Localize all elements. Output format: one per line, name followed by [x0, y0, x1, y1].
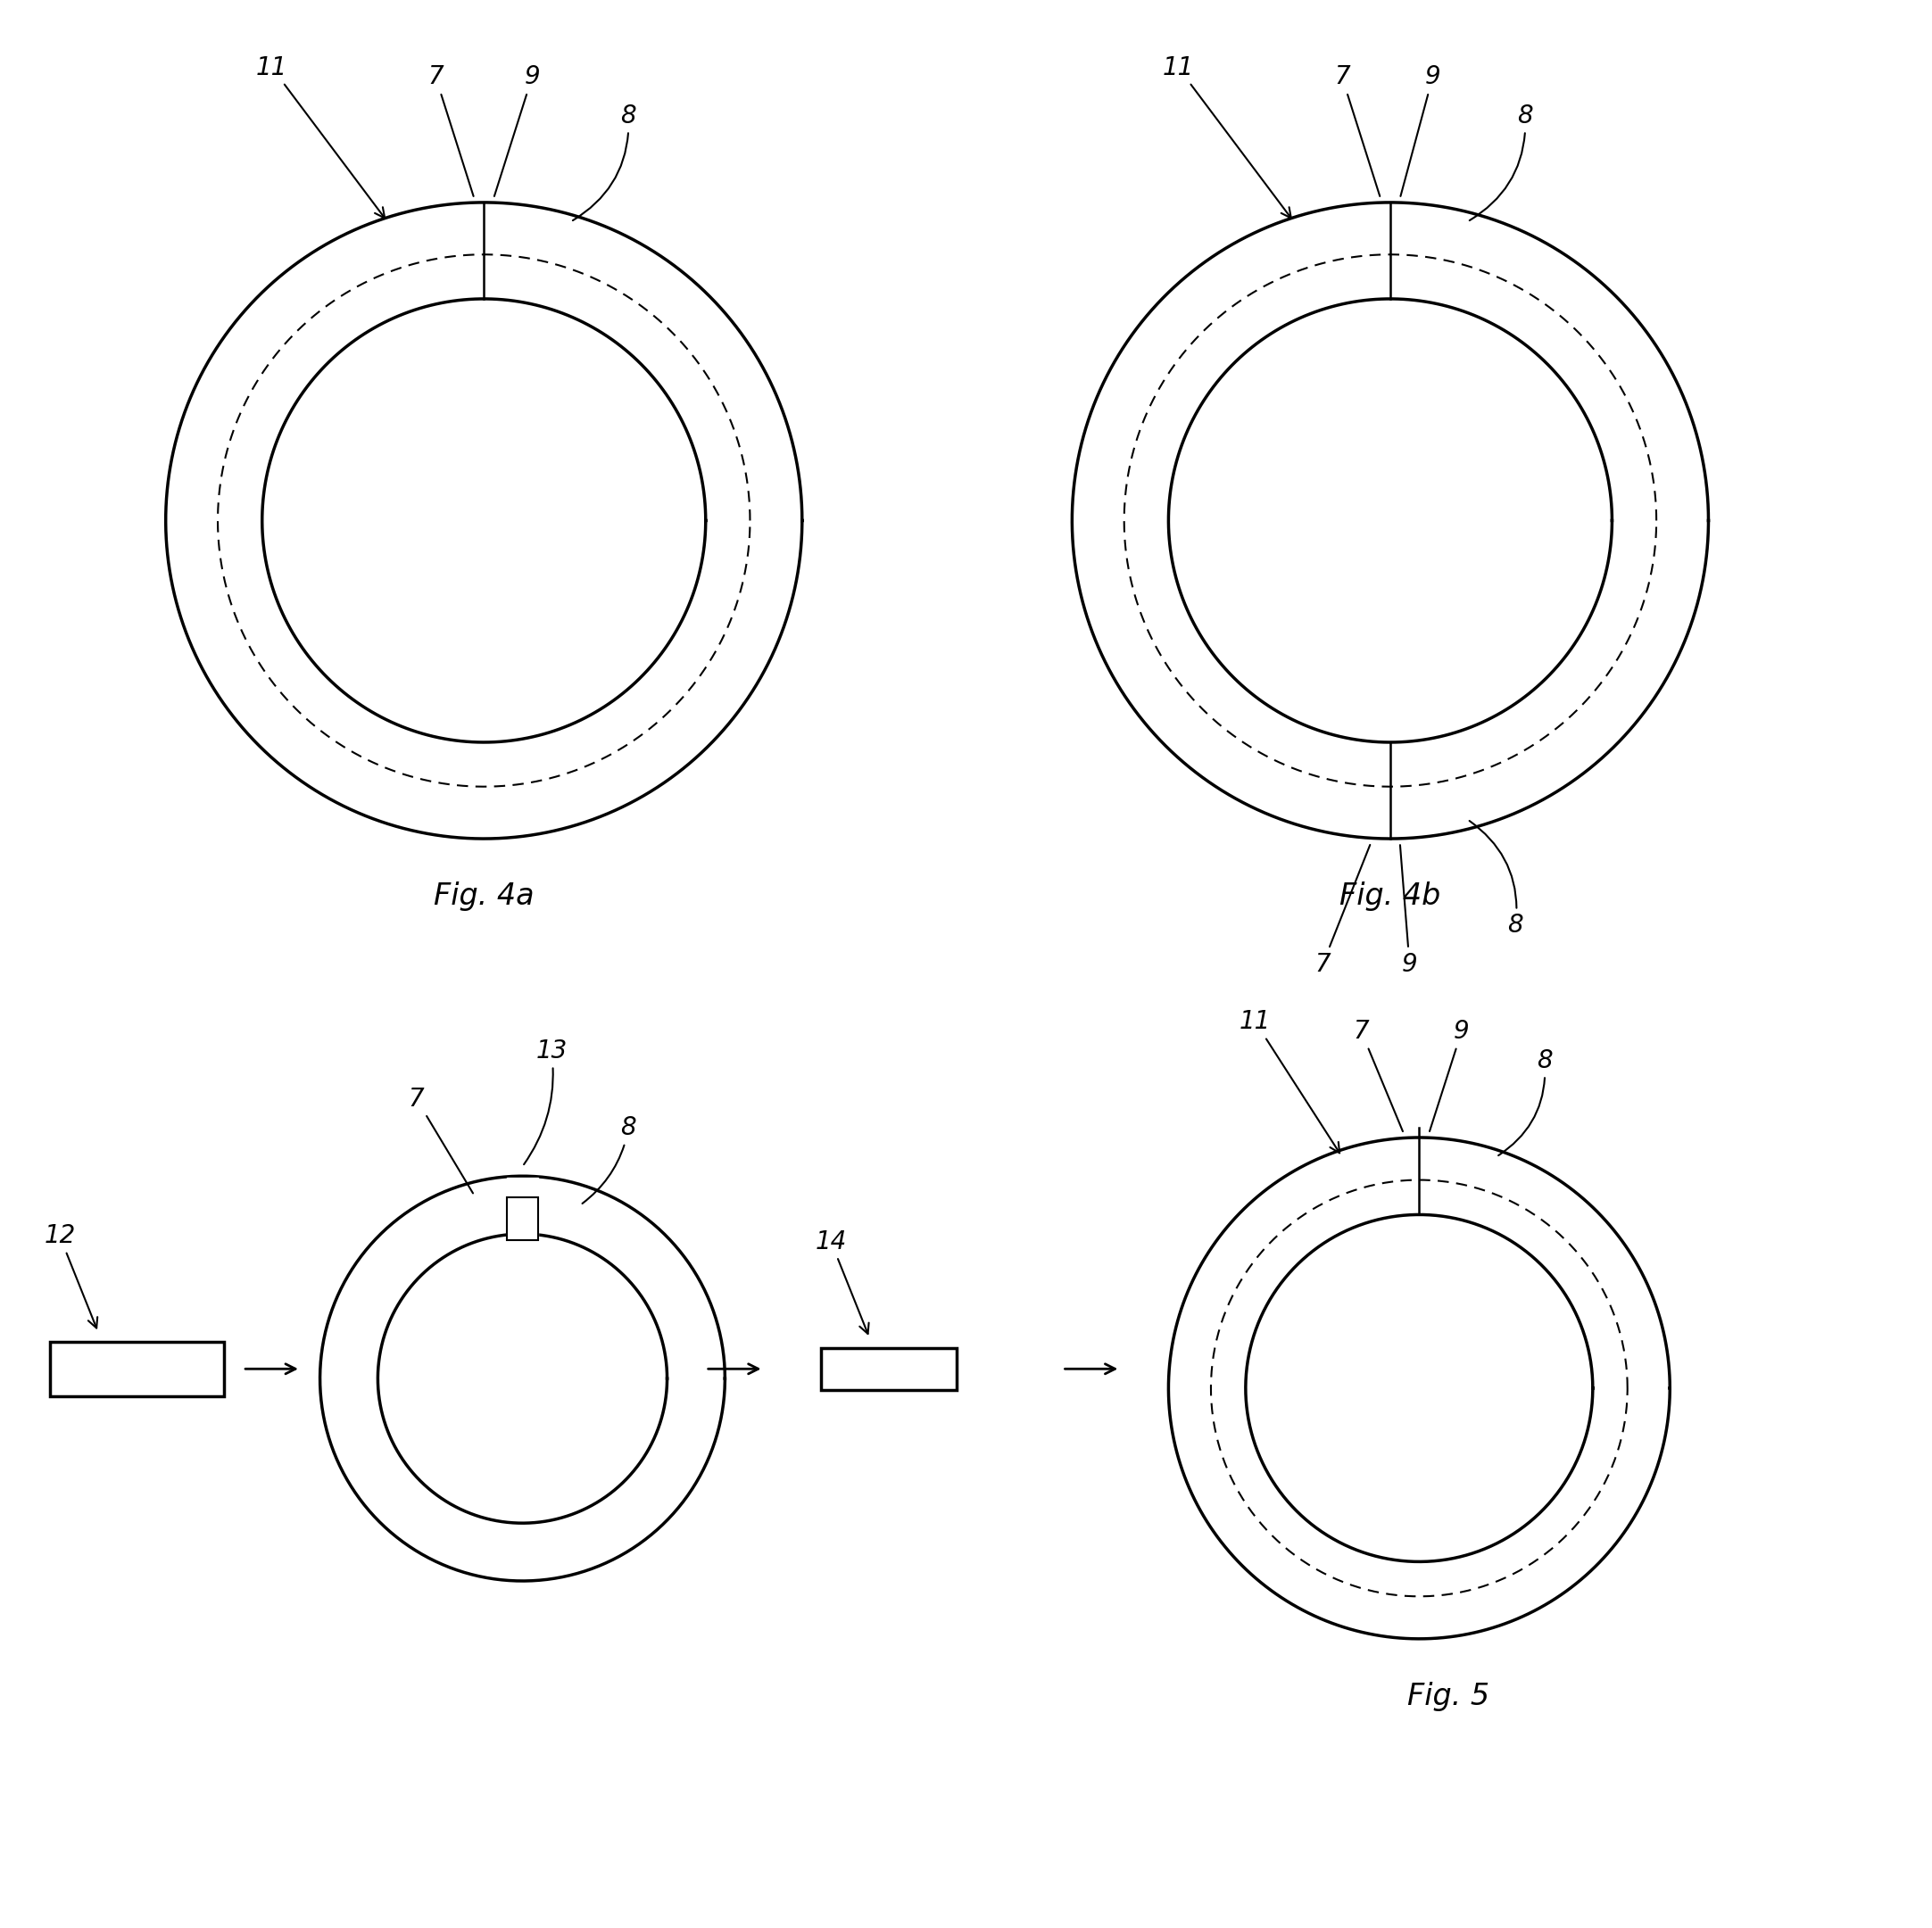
Text: 9: 9 [495, 66, 539, 197]
Text: 7: 7 [1354, 1020, 1403, 1132]
Text: 8: 8 [1499, 1049, 1553, 1155]
Text: 8: 8 [582, 1116, 636, 1203]
Text: 7: 7 [427, 66, 473, 197]
Text: Fig. 5: Fig. 5 [1406, 1681, 1490, 1712]
Text: 11: 11 [1240, 1010, 1339, 1153]
Text: 14: 14 [815, 1230, 869, 1334]
Bar [506, 1178, 537, 1240]
Text: 8: 8 [572, 104, 636, 220]
FancyBboxPatch shape [50, 1342, 224, 1396]
Text: 8: 8 [1470, 104, 1534, 220]
FancyBboxPatch shape [821, 1348, 956, 1390]
Text: 8: 8 [1470, 821, 1524, 937]
Text: 12: 12 [44, 1224, 97, 1328]
Text: 11: 11 [257, 56, 384, 218]
Text: 9: 9 [1401, 66, 1441, 197]
Text: 9: 9 [1401, 844, 1418, 976]
Text: 7: 7 [1335, 66, 1379, 197]
FancyBboxPatch shape [506, 1197, 537, 1240]
Text: Fig. 4a: Fig. 4a [433, 881, 533, 912]
Text: 9: 9 [1430, 1020, 1470, 1132]
Text: 7: 7 [1316, 844, 1370, 976]
Text: 7: 7 [408, 1087, 473, 1193]
Text: Fig. 4b: Fig. 4b [1339, 881, 1441, 912]
Text: 11: 11 [1163, 56, 1291, 218]
Text: 13: 13 [524, 1039, 568, 1165]
